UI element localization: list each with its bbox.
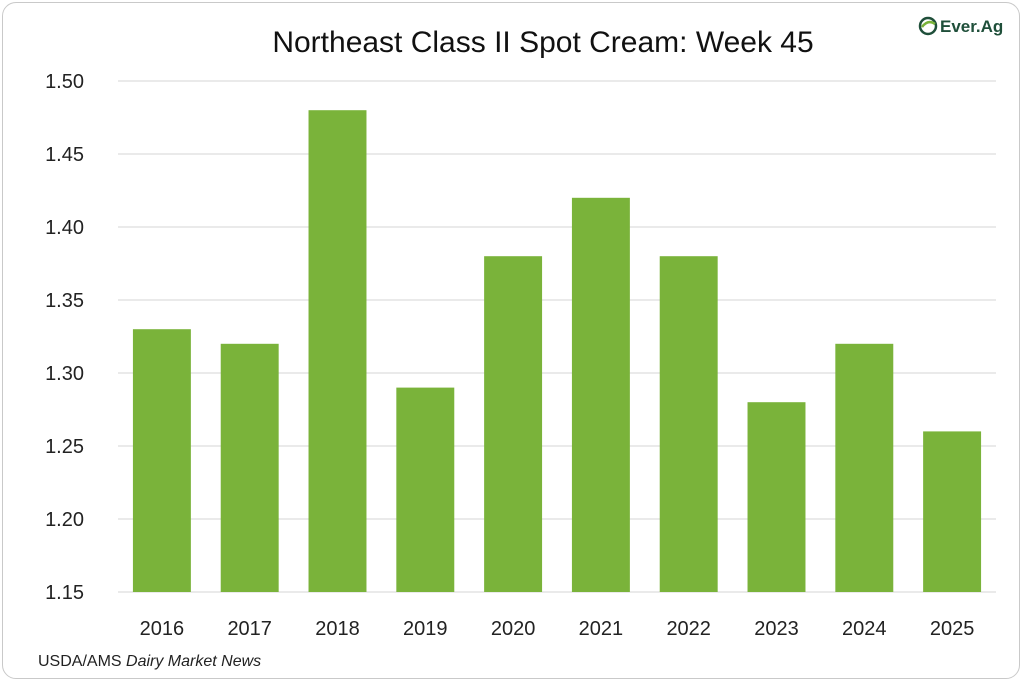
everag-logo-icon: [918, 16, 938, 36]
source-prefix: USDA/AMS: [38, 653, 126, 670]
x-tick-label: 2024: [842, 618, 887, 640]
x-tick-label: 2017: [227, 618, 272, 640]
source-italic: Dairy Market News: [126, 653, 261, 670]
bar-2022: [659, 256, 718, 592]
chart-title: Northeast Class II Spot Cream: Week 45: [272, 26, 813, 59]
y-tick-label: 1.15: [45, 582, 84, 604]
bar-2019: [396, 387, 455, 592]
y-tick-label: 1.35: [45, 290, 84, 312]
source-note: USDA/AMS Dairy Market News: [38, 653, 261, 670]
bar-2021: [571, 197, 630, 593]
y-tick-label: 1.50: [45, 71, 84, 93]
x-tick-label: 2022: [666, 618, 711, 640]
logo-text: Ever.Ag: [940, 17, 1003, 36]
bar-2023: [747, 402, 806, 592]
y-tick-label: 1.20: [45, 509, 84, 531]
bar-2025: [923, 431, 982, 592]
x-tick-label: 2018: [315, 618, 360, 640]
y-tick-label: 1.30: [45, 363, 84, 385]
x-axis-ticks: 2016 2017 2018 2019 2020 2021 2022 2023 2024 2025: [140, 618, 975, 640]
bar-2024: [835, 343, 894, 592]
bar-2020: [484, 256, 543, 592]
y-tick-label: 1.45: [45, 144, 84, 166]
bar-2017: [220, 343, 279, 592]
x-tick-label: 2016: [140, 618, 185, 640]
x-tick-label: 2020: [491, 618, 536, 640]
x-tick-label: 2025: [930, 618, 975, 640]
x-tick-label: 2019: [403, 618, 448, 640]
x-tick-label: 2021: [579, 618, 624, 640]
x-tick-label: 2023: [754, 618, 799, 640]
bars: [132, 110, 982, 593]
y-axis-ticks: 1.15 1.20 1.25 1.30 1.35 1.40 1.45 1.50: [45, 71, 84, 604]
y-tick-label: 1.25: [45, 436, 84, 458]
bar-2018: [308, 110, 367, 592]
brand-logo: Ever.Ag: [918, 16, 1003, 36]
bar-2016: [132, 329, 191, 592]
y-tick-label: 1.40: [45, 217, 84, 239]
